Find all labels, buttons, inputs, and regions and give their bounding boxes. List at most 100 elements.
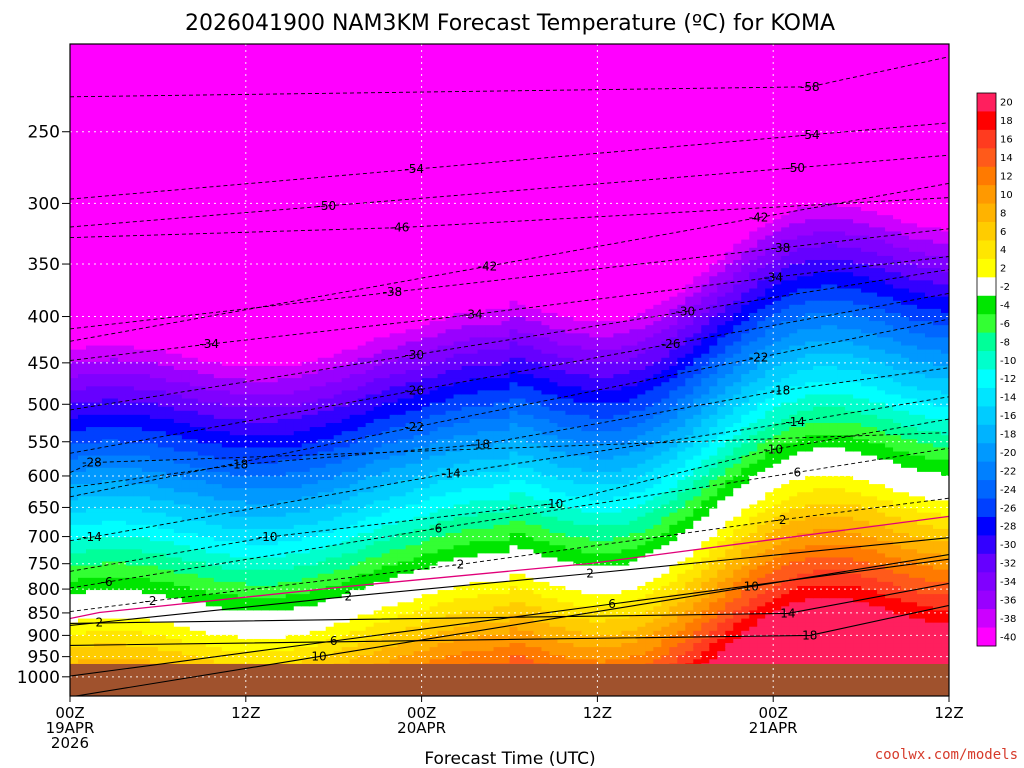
temperature-cell bbox=[173, 202, 183, 208]
temperature-cell bbox=[245, 659, 255, 664]
temperature-cell bbox=[93, 378, 103, 383]
temperature-cell bbox=[141, 133, 151, 139]
temperature-cell bbox=[165, 174, 175, 180]
temperature-cell bbox=[253, 606, 263, 612]
temperature-cell bbox=[109, 370, 119, 375]
temperature-cell bbox=[125, 508, 135, 514]
temperature-cell bbox=[309, 557, 319, 563]
temperature-cell bbox=[101, 422, 111, 428]
temperature-cell bbox=[285, 345, 295, 351]
temperature-cell bbox=[157, 626, 167, 632]
temperature-cell bbox=[205, 337, 215, 343]
temperature-cell bbox=[301, 651, 311, 656]
temperature-cell bbox=[253, 484, 263, 489]
temperature-cell bbox=[125, 537, 135, 542]
temperature-cell bbox=[181, 325, 191, 330]
temperature-cell bbox=[93, 80, 103, 86]
temperature-cell bbox=[197, 569, 207, 575]
temperature-cell bbox=[165, 638, 175, 644]
temperature-cell bbox=[221, 125, 231, 131]
temperature-cell bbox=[253, 553, 263, 559]
temperature-cell bbox=[309, 500, 319, 506]
temperature-cell bbox=[213, 166, 223, 171]
temperature-cell bbox=[245, 655, 255, 660]
temperature-cell bbox=[70, 243, 79, 249]
temperature-cell bbox=[277, 410, 287, 416]
temperature-cell bbox=[141, 443, 151, 449]
temperature-cell bbox=[165, 370, 175, 375]
temperature-cell bbox=[157, 370, 167, 375]
temperature-cell bbox=[269, 537, 279, 542]
temperature-cell bbox=[109, 207, 119, 212]
temperature-cell bbox=[205, 60, 215, 65]
temperature-cell bbox=[269, 92, 279, 98]
temperature-cell bbox=[221, 455, 231, 461]
temperature-cell bbox=[70, 272, 79, 277]
temperature-cell bbox=[93, 333, 103, 338]
temperature-cell bbox=[181, 239, 191, 245]
temperature-cell bbox=[245, 174, 255, 180]
temperature-cell bbox=[277, 659, 287, 664]
temperature-cell bbox=[70, 602, 79, 607]
temperature-cell bbox=[101, 190, 111, 196]
temperature-cell bbox=[229, 602, 239, 607]
temperature-cell bbox=[205, 64, 215, 70]
temperature-cell bbox=[77, 44, 87, 49]
temperature-cell bbox=[141, 170, 151, 175]
temperature-cell bbox=[221, 630, 231, 636]
temperature-cell bbox=[221, 207, 231, 212]
temperature-cell bbox=[157, 496, 167, 501]
temperature-cell bbox=[77, 492, 87, 497]
temperature-cell bbox=[277, 117, 287, 123]
chart-title: 2026041900 NAM3KM Forecast Temperature (… bbox=[185, 11, 835, 36]
temperature-cell bbox=[245, 602, 255, 607]
temperature-cell bbox=[245, 577, 255, 583]
temperature-cell bbox=[245, 312, 255, 318]
temperature-cell bbox=[189, 101, 199, 106]
temperature-cell bbox=[157, 280, 167, 286]
temperature-cell bbox=[269, 463, 279, 469]
temperature-cell bbox=[133, 651, 143, 656]
temperature-cell bbox=[245, 121, 255, 127]
temperature-cell bbox=[221, 447, 231, 453]
temperature-cell bbox=[125, 235, 135, 241]
temperature-cell bbox=[221, 105, 231, 110]
temperature-cell bbox=[269, 239, 279, 245]
temperature-cell bbox=[141, 149, 151, 155]
temperature-cell bbox=[229, 92, 239, 98]
temperature-cell bbox=[165, 365, 175, 371]
temperature-cell bbox=[237, 492, 247, 497]
temperature-cell bbox=[70, 488, 79, 493]
temperature-cell bbox=[101, 508, 111, 514]
temperature-cell bbox=[301, 533, 311, 538]
temperature-cell bbox=[165, 268, 175, 273]
temperature-cell bbox=[245, 459, 255, 465]
temperature-cell bbox=[101, 308, 111, 314]
temperature-cell bbox=[205, 541, 215, 546]
temperature-cell bbox=[165, 48, 175, 53]
temperature-cell bbox=[181, 488, 191, 493]
temperature-bands bbox=[70, 44, 949, 696]
temperature-cell bbox=[101, 581, 111, 587]
temperature-cell bbox=[221, 194, 231, 200]
temperature-cell bbox=[197, 459, 207, 465]
temperature-cell bbox=[93, 382, 103, 387]
temperature-cell bbox=[189, 76, 199, 82]
temperature-cell bbox=[293, 300, 303, 306]
temperature-cell bbox=[309, 284, 319, 290]
temperature-cell bbox=[309, 492, 319, 497]
temperature-cell bbox=[117, 361, 127, 367]
temperature-cell bbox=[253, 211, 263, 216]
temperature-cell bbox=[205, 622, 215, 628]
temperature-cell bbox=[245, 52, 255, 57]
temperature-cell bbox=[133, 202, 143, 208]
temperature-cell bbox=[277, 158, 287, 163]
temperature-cell bbox=[117, 178, 127, 184]
temperature-cell bbox=[165, 622, 175, 628]
temperature-cell bbox=[109, 239, 119, 245]
temperature-cell bbox=[189, 634, 199, 640]
temperature-cell bbox=[253, 504, 263, 510]
temperature-cell bbox=[157, 227, 167, 233]
temperature-cell bbox=[189, 353, 199, 359]
temperature-cell bbox=[93, 145, 103, 151]
